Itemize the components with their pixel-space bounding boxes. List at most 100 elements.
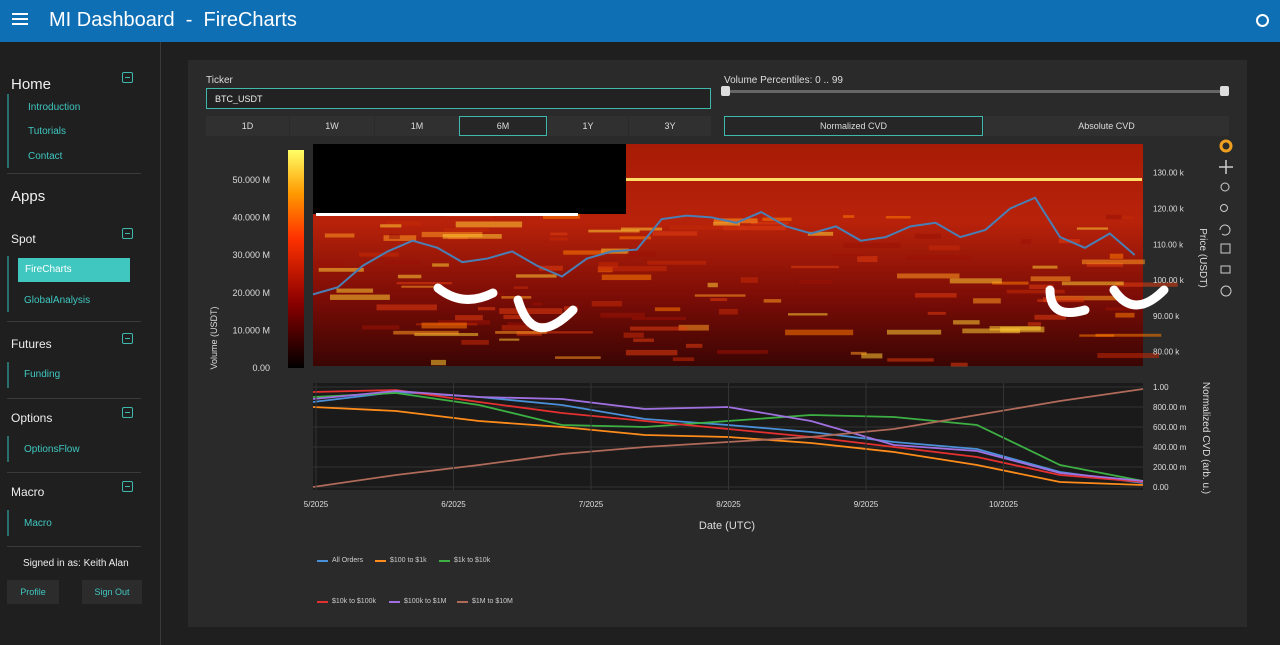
sign-out-button[interactable]: Sign Out [82,580,142,604]
heat-band [499,338,520,341]
sidebar-item-macro[interactable]: Macro [24,518,52,529]
zoom-icon[interactable] [1220,182,1230,192]
heat-band [358,252,399,257]
plot-modebar [1219,139,1233,297]
sidebar-item-globalanalysis[interactable]: GlobalAnalysis [24,295,91,306]
section-futures-title[interactable]: Futures [11,337,52,351]
legend-swatch [389,600,400,603]
range-1w-button[interactable]: 1W [290,116,374,136]
heat-band [443,228,490,232]
heat-band [843,243,901,248]
price-axis-ticks: 80.00 k 90.00 k 100.00 k 110.00 k 120.00 k 13… [1153,169,1185,357]
heat-band [633,338,654,342]
heat-band [652,231,698,236]
heat-band [597,266,667,272]
heat-band [1115,312,1135,318]
app-title: MI Dashboard - FireCharts [49,9,297,31]
percentile-slider-max-handle[interactable] [1220,86,1229,96]
collapse-spot-icon[interactable] [122,228,133,239]
heat-band [886,329,942,335]
status-circle-icon[interactable] [1256,14,1269,27]
hover-icon[interactable] [1220,265,1231,274]
heat-band [905,255,972,260]
legend-label: $10k to $100k [332,598,376,605]
scribble-annotation [1109,285,1169,310]
heat-band [397,274,422,279]
heat-band [563,250,605,255]
heat-band [631,316,687,320]
collapse-options-icon[interactable] [122,407,133,418]
pan-icon[interactable] [1219,160,1233,174]
legend-item[interactable]: All Orders [317,557,363,564]
sidebar-item-tutorials[interactable]: Tutorials [28,126,66,137]
normalized-cvd-button[interactable]: Normalized CVD [724,116,983,136]
sidebar-item-optionsflow[interactable]: OptionsFlow [24,444,80,455]
x-tick-label: 10/2025 [989,500,1018,509]
plotly-logo-icon[interactable] [1219,139,1233,153]
heat-band [807,231,834,236]
legend-item[interactable]: $1M to $10M [457,598,513,605]
collapse-home-icon[interactable] [122,72,133,83]
heat-band [950,362,968,367]
heat-band [384,259,421,265]
cvd-tick-label: 600.00 m [1153,423,1187,432]
collapse-macro-icon[interactable] [122,481,133,492]
price-tick-label: 90.00 k [1153,312,1180,321]
heat-band [885,216,911,219]
heat-band [1032,265,1058,269]
section-macro-title[interactable]: Macro [11,485,45,499]
x-tick-label: 9/2025 [854,500,879,509]
absolute-cvd-button[interactable]: Absolute CVD [984,116,1229,136]
heat-band [928,245,960,251]
sidebar-item-firecharts[interactable]: FireCharts [18,258,130,282]
spike-icon[interactable] [1220,285,1232,297]
heat-band [1109,253,1124,259]
price-axis-label: Price (USDT) [1197,228,1208,287]
section-spot-title[interactable]: Spot [11,232,36,246]
zoom-in-out-icon[interactable] [1220,204,1228,212]
percentile-slider-min-handle[interactable] [721,86,730,96]
heat-band [461,339,489,345]
top-app-bar: MI Dashboard - FireCharts [0,0,1280,42]
heat-band [647,260,707,265]
price-tick-label: 130.00 k [1153,169,1185,178]
legend-item[interactable]: $1k to $10k [439,557,490,564]
legend-item[interactable]: $100 to $1k [375,557,427,564]
legend-label: $100k to $1M [404,598,447,605]
legend-swatch [439,559,450,562]
sidebar-item-contact[interactable]: Contact [28,151,63,162]
heat-band [396,282,453,285]
x-tick-label: 5/2025 [304,500,329,509]
range-1m-button[interactable]: 1M [375,116,459,136]
heat-band [989,326,1041,331]
range-3y-button[interactable]: 3Y [629,116,711,136]
range-1y-button[interactable]: 1Y [548,116,628,136]
heat-band [619,236,651,240]
profile-button[interactable]: Profile [7,580,59,604]
heat-band [710,298,728,302]
hamburger-menu-icon[interactable] [12,13,28,27]
colorbar-tick-label: 0.00 [252,363,270,373]
download-icon[interactable] [1220,243,1231,254]
section-home-title[interactable]: Home [11,76,52,93]
range-6m-button[interactable]: 6M [459,116,547,136]
heatmap-bands [314,178,1178,367]
percentile-slider-track[interactable] [724,90,1229,93]
section-options-title[interactable]: Options [11,411,53,425]
divider [7,398,141,399]
heat-band [685,343,703,348]
heat-band [324,233,355,238]
percentile-label: Volume Percentiles: 0 .. 99 [724,75,843,86]
heat-band [380,224,402,228]
ticker-input[interactable] [206,88,711,109]
sidebar-item-introduction[interactable]: Introduction [28,102,81,113]
legend-item[interactable]: $100k to $1M [389,598,446,605]
legend-item[interactable]: $10k to $100k [317,598,376,605]
scribble-annotation [1045,285,1090,317]
sidebar-item-funding[interactable]: Funding [24,369,61,380]
collapse-futures-icon[interactable] [122,333,133,344]
heat-band [717,349,768,354]
reset-axes-icon[interactable] [1219,224,1231,236]
colorbar-tick-label: 10.000 M [232,325,270,335]
range-1d-button[interactable]: 1D [206,116,289,136]
